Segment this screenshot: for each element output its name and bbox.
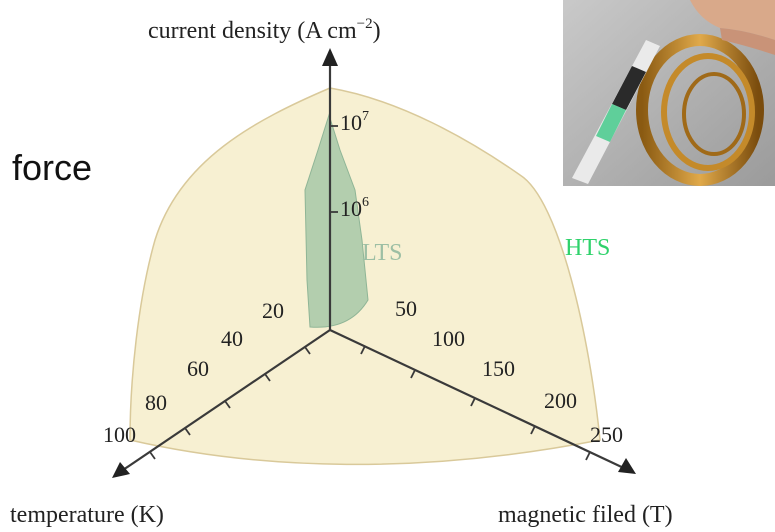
current-density-arrow-icon bbox=[322, 48, 338, 66]
temperature-arrow-icon bbox=[112, 462, 130, 478]
field-tick-50: 50 bbox=[395, 296, 417, 321]
force-label: force bbox=[12, 147, 92, 188]
magnetic-field-arrow-icon bbox=[618, 458, 636, 474]
lts-region bbox=[304, 113, 369, 328]
current-density-axis-label: current density (A cm−2) bbox=[148, 16, 381, 44]
tick-label-1e7: 107 bbox=[340, 109, 369, 135]
magnetic-field-axis-label: magnetic filed (T) bbox=[498, 502, 673, 528]
lts-label: LTS bbox=[362, 240, 402, 266]
field-tick-250: 250 bbox=[590, 422, 623, 447]
superconducting-tape-photo-icon bbox=[563, 0, 775, 186]
temperature-tick-80: 80 bbox=[145, 390, 167, 415]
field-tick-100: 100 bbox=[432, 326, 465, 351]
hts-label: HTS bbox=[565, 235, 610, 261]
temperature-tick-20: 20 bbox=[262, 298, 284, 323]
magnetic-field-axis bbox=[329, 329, 629, 471]
field-tick-200: 200 bbox=[544, 388, 577, 413]
temperature-tick-100: 100 bbox=[103, 422, 136, 447]
temperature-tick-40: 40 bbox=[221, 326, 243, 351]
tick-marks bbox=[149, 125, 591, 461]
temperature-tick-60: 60 bbox=[187, 356, 209, 381]
field-tick-150: 150 bbox=[482, 356, 515, 381]
temperature-axis-label: temperature (K) bbox=[10, 502, 164, 528]
tick-label-1e6: 106 bbox=[340, 195, 369, 221]
